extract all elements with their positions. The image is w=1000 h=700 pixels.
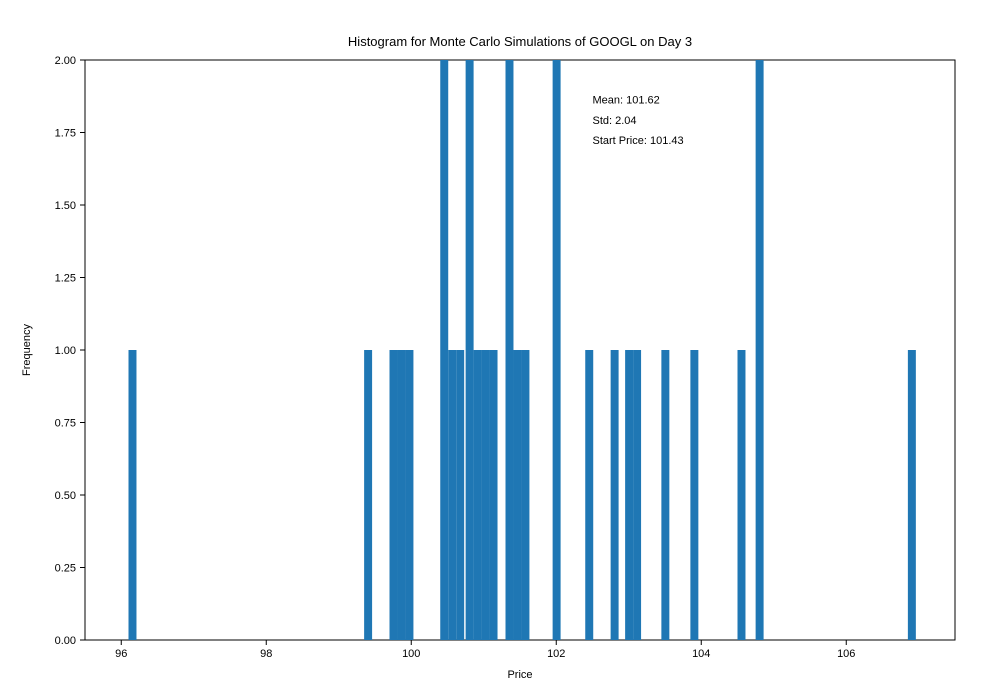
histogram-bar	[625, 350, 633, 640]
stats-std: Std: 2.04	[593, 115, 637, 127]
chart-title: Histogram for Monte Carlo Simulations of…	[348, 34, 692, 49]
histogram-bar	[456, 350, 464, 640]
histogram-bar	[506, 60, 514, 640]
histogram-chart: 96 98 100 102 104 106 0.00 0.25 0.50 0.75 1.00 1.25…	[0, 0, 1000, 700]
y-tick-label: 1.75	[55, 128, 76, 140]
y-tick-label: 1.00	[55, 345, 76, 357]
histogram-bar	[364, 350, 372, 640]
x-tick-label: 104	[692, 648, 710, 660]
histogram-bar	[397, 350, 405, 640]
histogram-bar	[521, 350, 529, 640]
histogram-bar	[440, 60, 448, 640]
histogram-bar	[908, 350, 916, 640]
histogram-bar	[466, 60, 474, 640]
x-tick-label: 100	[402, 648, 420, 660]
stats-mean: Mean: 101.62	[593, 95, 660, 107]
histogram-bar	[490, 350, 498, 640]
histogram-bar	[633, 350, 641, 640]
histogram-bar	[738, 350, 746, 640]
y-tick-label: 0.00	[55, 635, 76, 647]
histogram-bar	[405, 350, 413, 640]
histogram-bar	[661, 350, 669, 640]
chart-container: 96 98 100 102 104 106 0.00 0.25 0.50 0.75 1.00 1.25…	[0, 0, 1000, 700]
histogram-bar	[513, 350, 521, 640]
x-tick-label: 106	[837, 648, 855, 660]
y-tick-label: 0.25	[55, 563, 76, 575]
histogram-bar	[129, 350, 137, 640]
x-tick-label: 98	[260, 648, 272, 660]
histogram-bar	[690, 350, 698, 640]
histogram-bar	[482, 350, 490, 640]
y-tick-label: 2.00	[55, 55, 76, 67]
histogram-bar	[474, 350, 482, 640]
y-axis-label: Frequency	[21, 324, 33, 376]
x-tick-label: 96	[115, 648, 127, 660]
x-tick-label: 102	[547, 648, 565, 660]
histogram-bar	[611, 350, 619, 640]
y-tick-label: 1.50	[55, 200, 76, 212]
histogram-bar	[585, 350, 593, 640]
y-tick-label: 1.25	[55, 273, 76, 285]
x-axis-label: Price	[507, 669, 532, 681]
histogram-bar	[448, 350, 456, 640]
histogram-bar	[553, 60, 561, 640]
y-tick-label: 0.75	[55, 418, 76, 430]
stats-start: Start Price: 101.43	[593, 135, 684, 147]
histogram-bar	[756, 60, 764, 640]
y-tick-label: 0.50	[55, 490, 76, 502]
histogram-bar	[390, 350, 398, 640]
